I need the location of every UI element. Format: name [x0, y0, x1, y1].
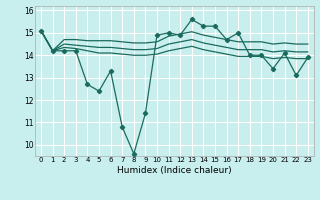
X-axis label: Humidex (Indice chaleur): Humidex (Indice chaleur) [117, 166, 232, 175]
